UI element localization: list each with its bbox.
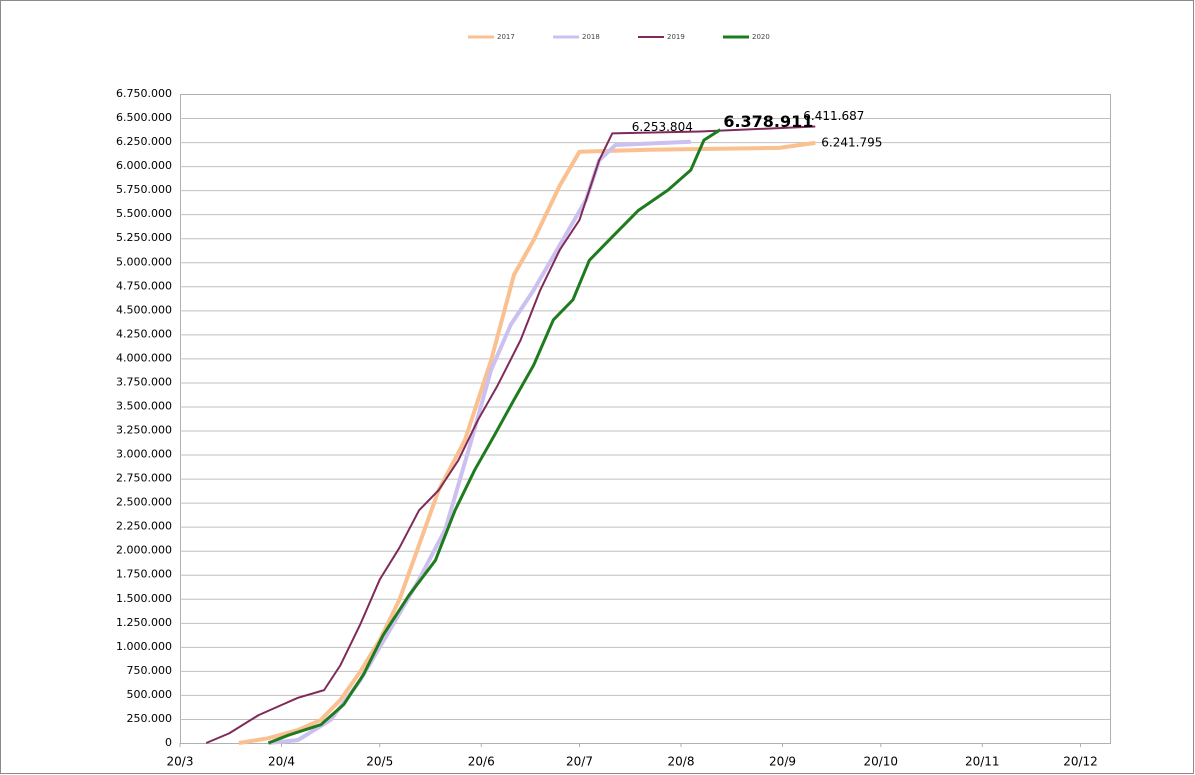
- y-tick-label: 6.500.000: [116, 111, 172, 124]
- x-tick-label: 20/8: [668, 755, 695, 769]
- value-label: 6.253.804: [632, 120, 693, 134]
- plot-area: [180, 94, 1111, 744]
- series-line: [267, 128, 722, 745]
- y-tick-label: 3.000.000: [116, 448, 172, 461]
- legend-label: 2018: [582, 33, 600, 41]
- x-tick-label: 20/10: [863, 755, 898, 769]
- y-tick-label: 6.000.000: [116, 159, 172, 172]
- y-tick-label: 750.000: [127, 664, 173, 677]
- y-tick-label: 3.750.000: [116, 375, 172, 388]
- y-tick-label: 4.000.000: [116, 351, 172, 364]
- value-label: 6.411.687: [803, 109, 864, 123]
- y-tick-label: 3.250.000: [116, 424, 172, 437]
- y-tick-label: 4.500.000: [116, 303, 172, 316]
- legend-label: 2020: [752, 33, 770, 41]
- y-tick-label: 3.500.000: [116, 399, 172, 412]
- legend-label: 2017: [497, 33, 515, 41]
- series-line: [205, 125, 816, 744]
- y-tick-label: 4.750.000: [116, 279, 172, 292]
- y-tick-label: 1.750.000: [116, 568, 172, 581]
- x-tick-label: 20/12: [1063, 755, 1098, 769]
- y-tick-label: 0: [165, 736, 172, 749]
- y-tick-label: 1.250.000: [116, 616, 172, 629]
- y-tick-label: 2.000.000: [116, 544, 172, 557]
- y-tick-label: 2.500.000: [116, 496, 172, 509]
- y-tick-label: 2.750.000: [116, 472, 172, 485]
- y-tick-label: 5.000.000: [116, 255, 172, 268]
- value-label: 6.378.911: [723, 112, 813, 131]
- y-tick-label: 5.250.000: [116, 231, 172, 244]
- x-tick-label: 20/6: [468, 755, 495, 769]
- y-tick-label: 500.000: [127, 688, 173, 701]
- legend-label: 2019: [667, 33, 685, 41]
- y-tick-label: 1.000.000: [116, 640, 172, 653]
- x-tick-label: 20/3: [167, 755, 194, 769]
- x-tick-label: 20/9: [769, 755, 796, 769]
- x-tick-label: 20/11: [965, 755, 1000, 769]
- x-tick-label: 20/5: [366, 755, 393, 769]
- y-tick-label: 250.000: [127, 712, 173, 725]
- y-tick-label: 4.250.000: [116, 327, 172, 340]
- x-tick-label: 20/7: [566, 755, 593, 769]
- y-tick-label: 5.500.000: [116, 207, 172, 220]
- y-tick-label: 5.750.000: [116, 183, 172, 196]
- x-tick-label: 20/4: [268, 755, 295, 769]
- y-tick-label: 2.250.000: [116, 520, 172, 533]
- y-tick-label: 1.500.000: [116, 592, 172, 605]
- y-tick-label: 6.250.000: [116, 135, 172, 148]
- y-tick-label: 6.750.000: [116, 87, 172, 100]
- value-label: 6.241.795: [821, 135, 882, 149]
